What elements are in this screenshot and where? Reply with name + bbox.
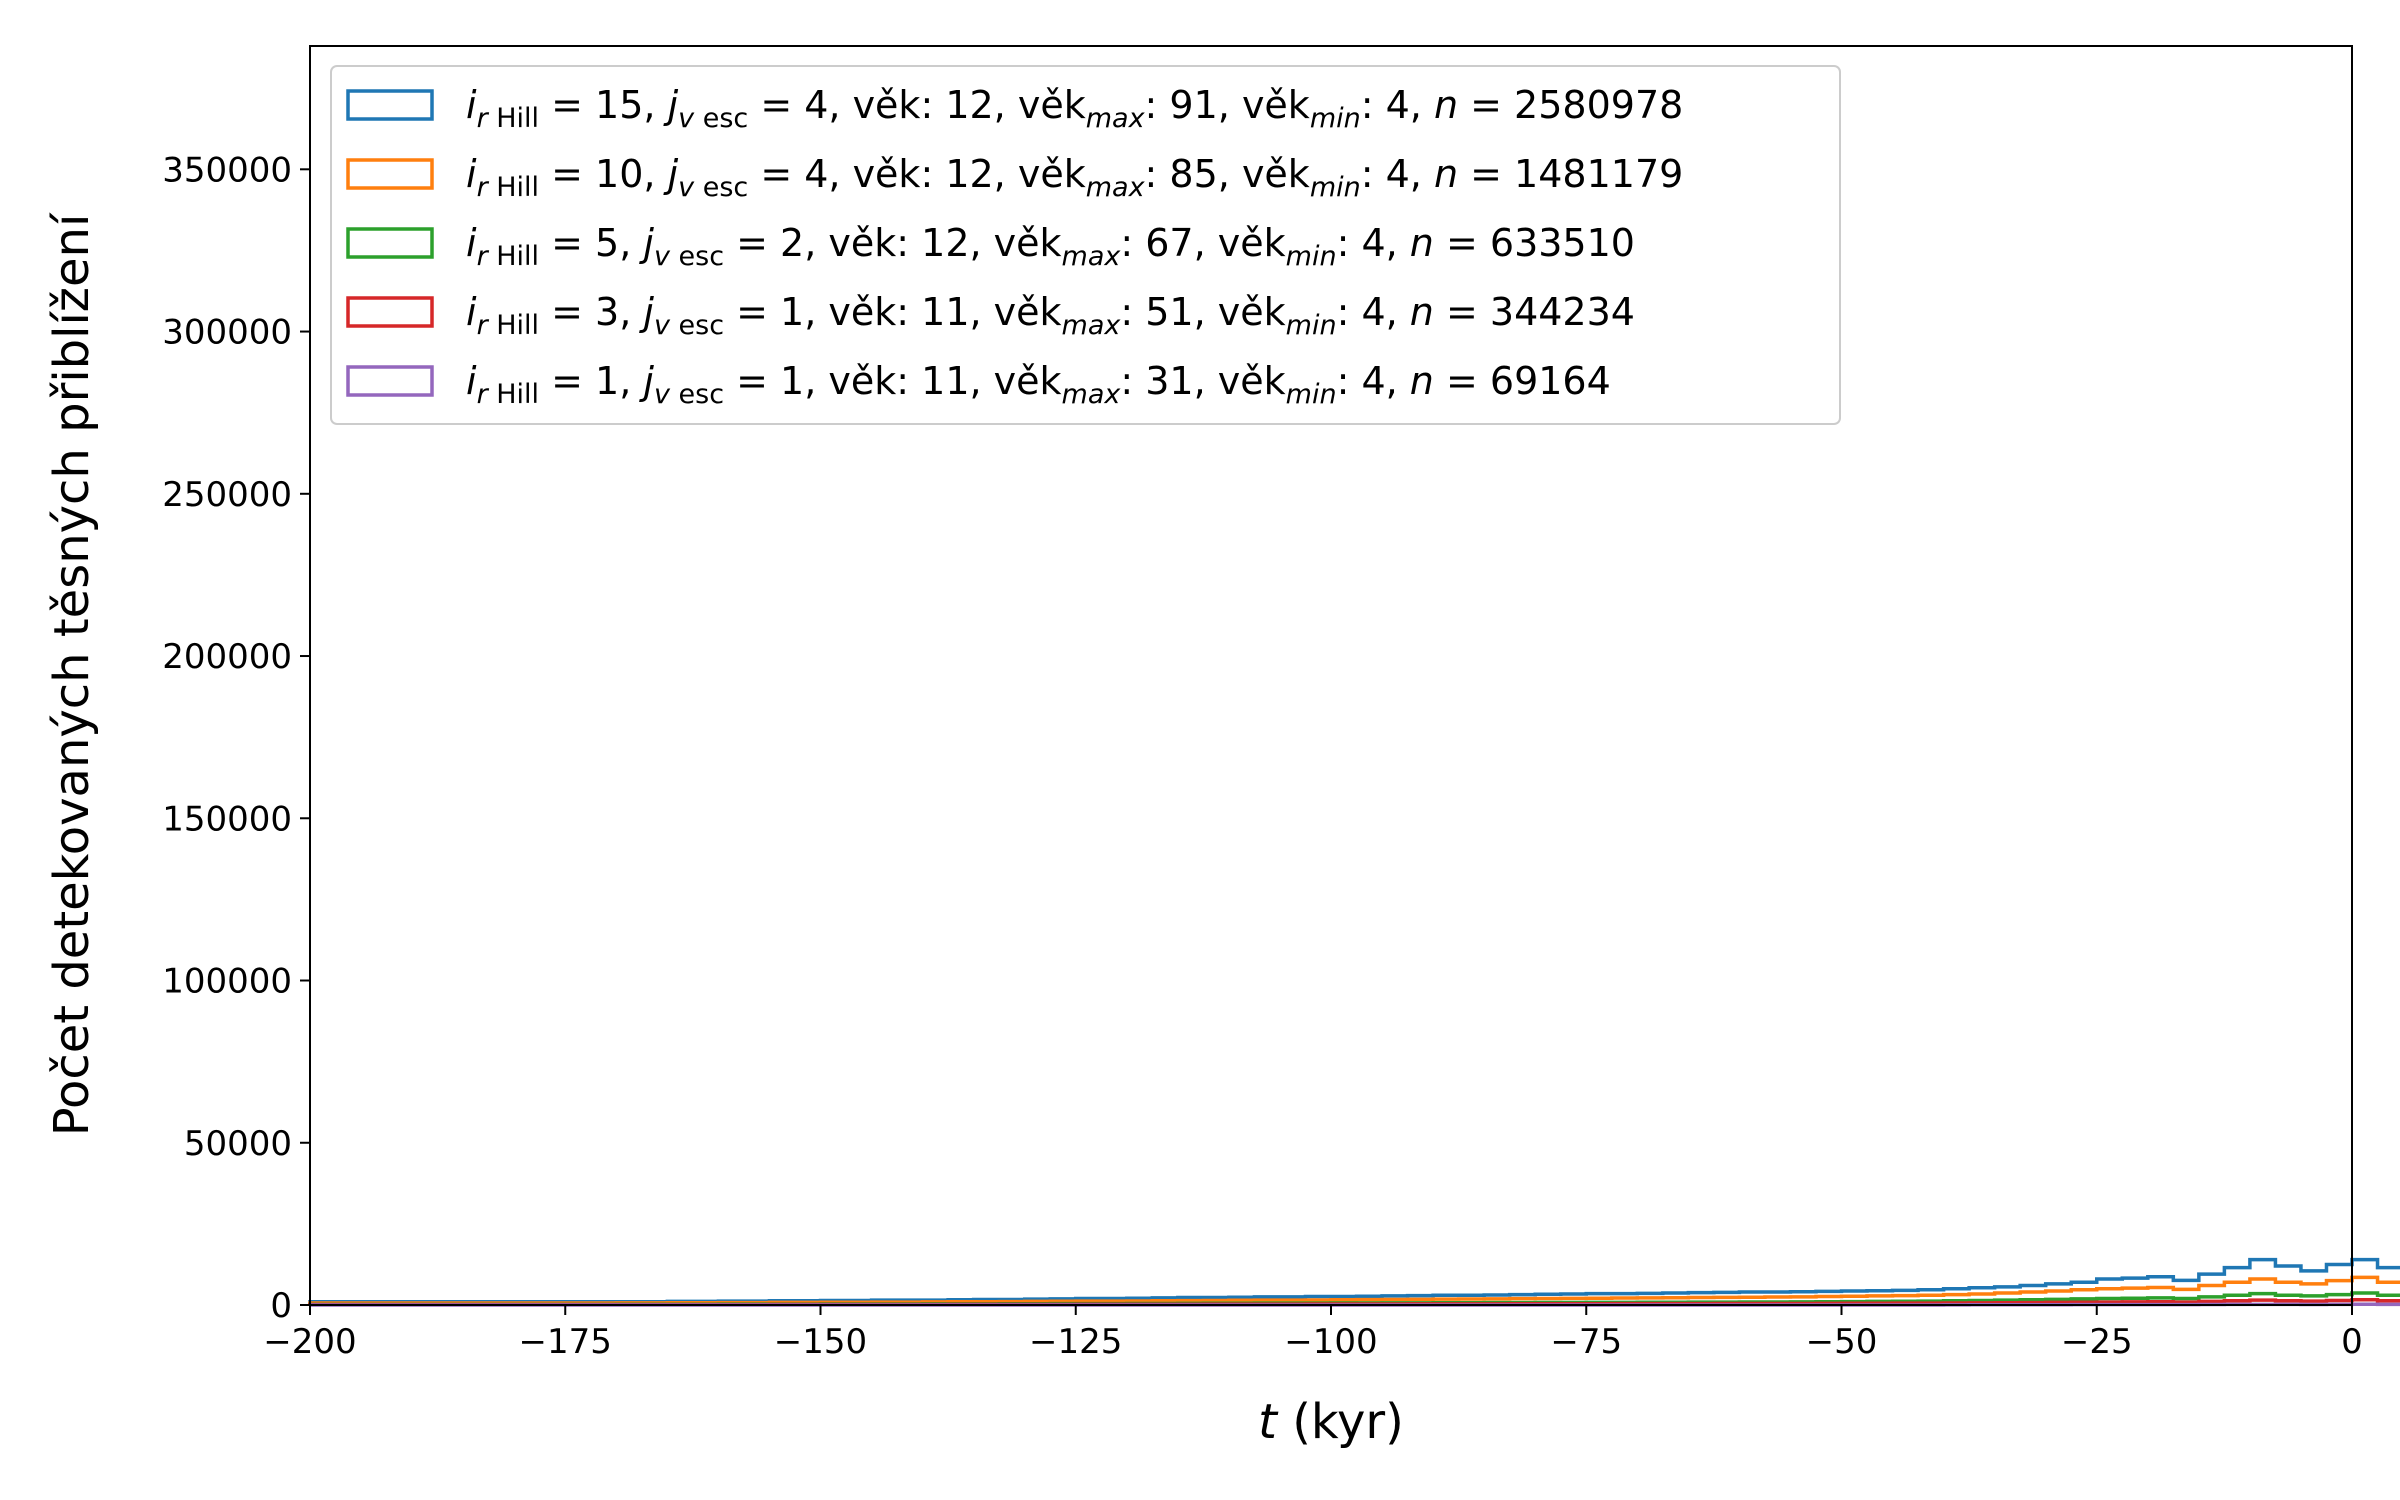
x-axis-title-var: t	[1258, 1394, 1279, 1450]
legend-box	[330, 65, 1841, 425]
x-axis-title-unit: (kyr)	[1277, 1394, 1404, 1450]
y-tick-label: 100000	[162, 962, 292, 1002]
y-tick-label: 50000	[184, 1124, 292, 1164]
legend-swatch	[346, 158, 434, 190]
legend-swatch	[346, 227, 434, 259]
legend-label: ir Hill = 15, jv esc = 4, věk: 12, věkma…	[466, 83, 1683, 134]
x-tick-label: −75	[1550, 1322, 1622, 1362]
y-tick-label: 250000	[162, 475, 292, 515]
series-1-steps	[308, 1257, 2400, 1305]
x-axis-title: t (kyr)	[1258, 1394, 1404, 1450]
x-tick-label: −25	[2061, 1322, 2133, 1362]
y-tick-label: 0	[270, 1286, 292, 1326]
x-tick-label: −125	[1029, 1322, 1122, 1362]
x-tick-label: −150	[774, 1322, 867, 1362]
y-tick-label: 150000	[162, 799, 292, 839]
x-tick-label: 0	[2341, 1322, 2363, 1362]
x-tick-label: −175	[519, 1322, 612, 1362]
legend-label: ir Hill = 1, jv esc = 1, věk: 11, věkmax…	[466, 359, 1611, 410]
y-tick-label: 350000	[162, 150, 292, 190]
legend-label: ir Hill = 10, jv esc = 4, věk: 12, věkma…	[466, 152, 1683, 203]
y-tick-label: 200000	[162, 637, 292, 677]
y-tick-label: 300000	[162, 313, 292, 353]
y-axis-ticks: 0 50000 100000 150000 200000 250000 300000 3500…	[162, 150, 310, 1326]
legend-swatch	[346, 296, 434, 328]
legend: ir Hill = 15, jv esc = 4, věk: 12, věkma…	[330, 65, 1841, 425]
legend-label: ir Hill = 5, jv esc = 2, věk: 12, věkmax…	[466, 221, 1635, 272]
legend-label: ir Hill = 3, jv esc = 1, věk: 11, věkmax…	[466, 290, 1635, 341]
legend-swatch	[346, 365, 434, 397]
x-tick-label: −100	[1284, 1322, 1377, 1362]
legend-swatch	[346, 89, 434, 121]
x-axis-ticks: −200 −175 −150 −125 −100 −75 −50 −25 0	[263, 1305, 2363, 1362]
legend-entries: ir Hill = 15, jv esc = 4, věk: 12, věkma…	[346, 83, 1683, 410]
series-2-steps	[308, 1275, 2400, 1305]
y-axis-title: Počet detekovaných těsných přiblížení	[44, 212, 100, 1136]
x-tick-label: −50	[1806, 1322, 1878, 1362]
x-tick-label: −200	[263, 1322, 356, 1362]
